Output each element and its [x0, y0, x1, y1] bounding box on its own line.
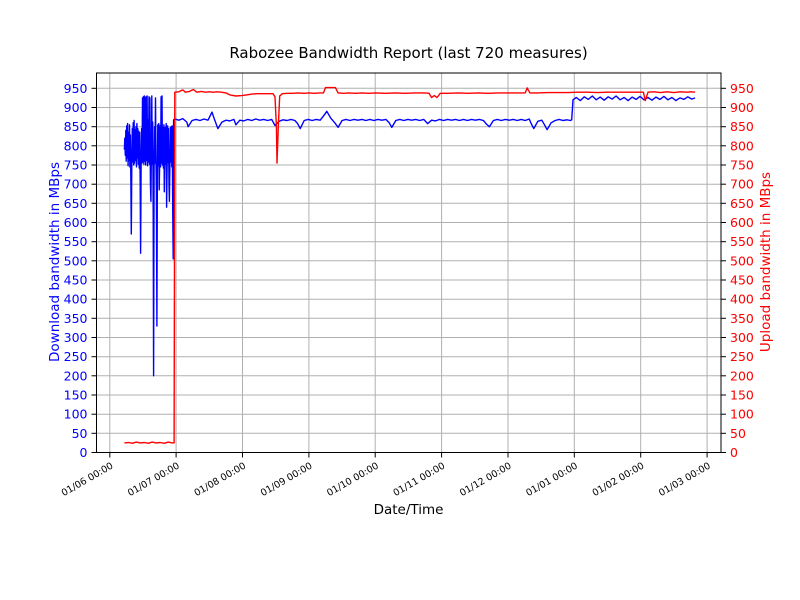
svg-text:950: 950	[730, 81, 754, 96]
upload-series-line	[124, 86, 696, 444]
svg-text:150: 150	[64, 388, 88, 403]
svg-text:0: 0	[80, 445, 88, 460]
grid-lines	[96, 73, 721, 453]
svg-text:01/07 00:00: 01/07 00:00	[126, 461, 182, 499]
svg-text:650: 650	[64, 196, 88, 211]
svg-text:500: 500	[730, 253, 754, 268]
right-tick-labels: 0 50 100 150 200 250 300 350 400 450 500 550 600 650 7…	[730, 81, 754, 460]
svg-text:250: 250	[64, 349, 88, 364]
svg-text:450: 450	[730, 273, 754, 288]
svg-text:900: 900	[64, 100, 88, 115]
svg-text:200: 200	[730, 368, 754, 383]
svg-text:01/11 00:00: 01/11 00:00	[392, 461, 448, 499]
svg-text:01/09 00:00: 01/09 00:00	[259, 461, 315, 499]
svg-text:900: 900	[730, 100, 754, 115]
svg-text:01/10 00:00: 01/10 00:00	[325, 461, 381, 499]
x-tick-labels: 01/06 00:00 01/07 00:00 01/08 00:00 01/09 0…	[60, 461, 713, 499]
svg-text:350: 350	[64, 311, 88, 326]
chart-title: Rabozee Bandwidth Report (last 720 measu…	[229, 44, 588, 62]
svg-text:550: 550	[730, 234, 754, 249]
svg-text:850: 850	[64, 119, 88, 134]
svg-text:950: 950	[64, 81, 88, 96]
svg-text:200: 200	[64, 368, 88, 383]
svg-text:450: 450	[64, 273, 88, 288]
svg-text:800: 800	[64, 138, 88, 153]
x-axis-label: Date/Time	[373, 502, 444, 518]
svg-text:350: 350	[730, 311, 754, 326]
svg-text:300: 300	[64, 330, 88, 345]
svg-text:01/08 00:00: 01/08 00:00	[192, 461, 248, 499]
svg-text:01/12 00:00: 01/12 00:00	[458, 461, 514, 499]
svg-text:750: 750	[730, 158, 754, 173]
svg-text:01/02 00:00: 01/02 00:00	[591, 461, 647, 499]
svg-text:100: 100	[730, 407, 754, 422]
svg-text:750: 750	[64, 158, 88, 173]
svg-text:400: 400	[730, 292, 754, 307]
svg-text:150: 150	[730, 388, 754, 403]
svg-text:700: 700	[730, 177, 754, 192]
svg-text:600: 600	[730, 215, 754, 230]
svg-text:50: 50	[72, 426, 88, 441]
svg-text:300: 300	[730, 330, 754, 345]
svg-text:01/03 00:00: 01/03 00:00	[657, 461, 713, 499]
svg-text:01/01 00:00: 01/01 00:00	[524, 461, 580, 499]
svg-text:850: 850	[730, 119, 754, 134]
svg-text:50: 50	[730, 426, 746, 441]
svg-text:800: 800	[730, 138, 754, 153]
svg-text:100: 100	[64, 407, 88, 422]
left-tick-labels: 0 50 100 150 200 250 300 350 400 450 500 550 600 650 7…	[64, 81, 88, 460]
plot-border	[96, 72, 722, 453]
svg-text:650: 650	[730, 196, 754, 211]
svg-text:400: 400	[64, 292, 88, 307]
download-series-line	[123, 95, 696, 377]
svg-text:250: 250	[730, 349, 754, 364]
svg-text:550: 550	[64, 234, 88, 249]
svg-text:600: 600	[64, 215, 88, 230]
svg-text:0: 0	[730, 445, 738, 460]
tick-marks	[91, 87, 726, 458]
svg-text:500: 500	[64, 253, 88, 268]
svg-text:700: 700	[64, 177, 88, 192]
svg-text:01/06 00:00: 01/06 00:00	[60, 461, 116, 499]
